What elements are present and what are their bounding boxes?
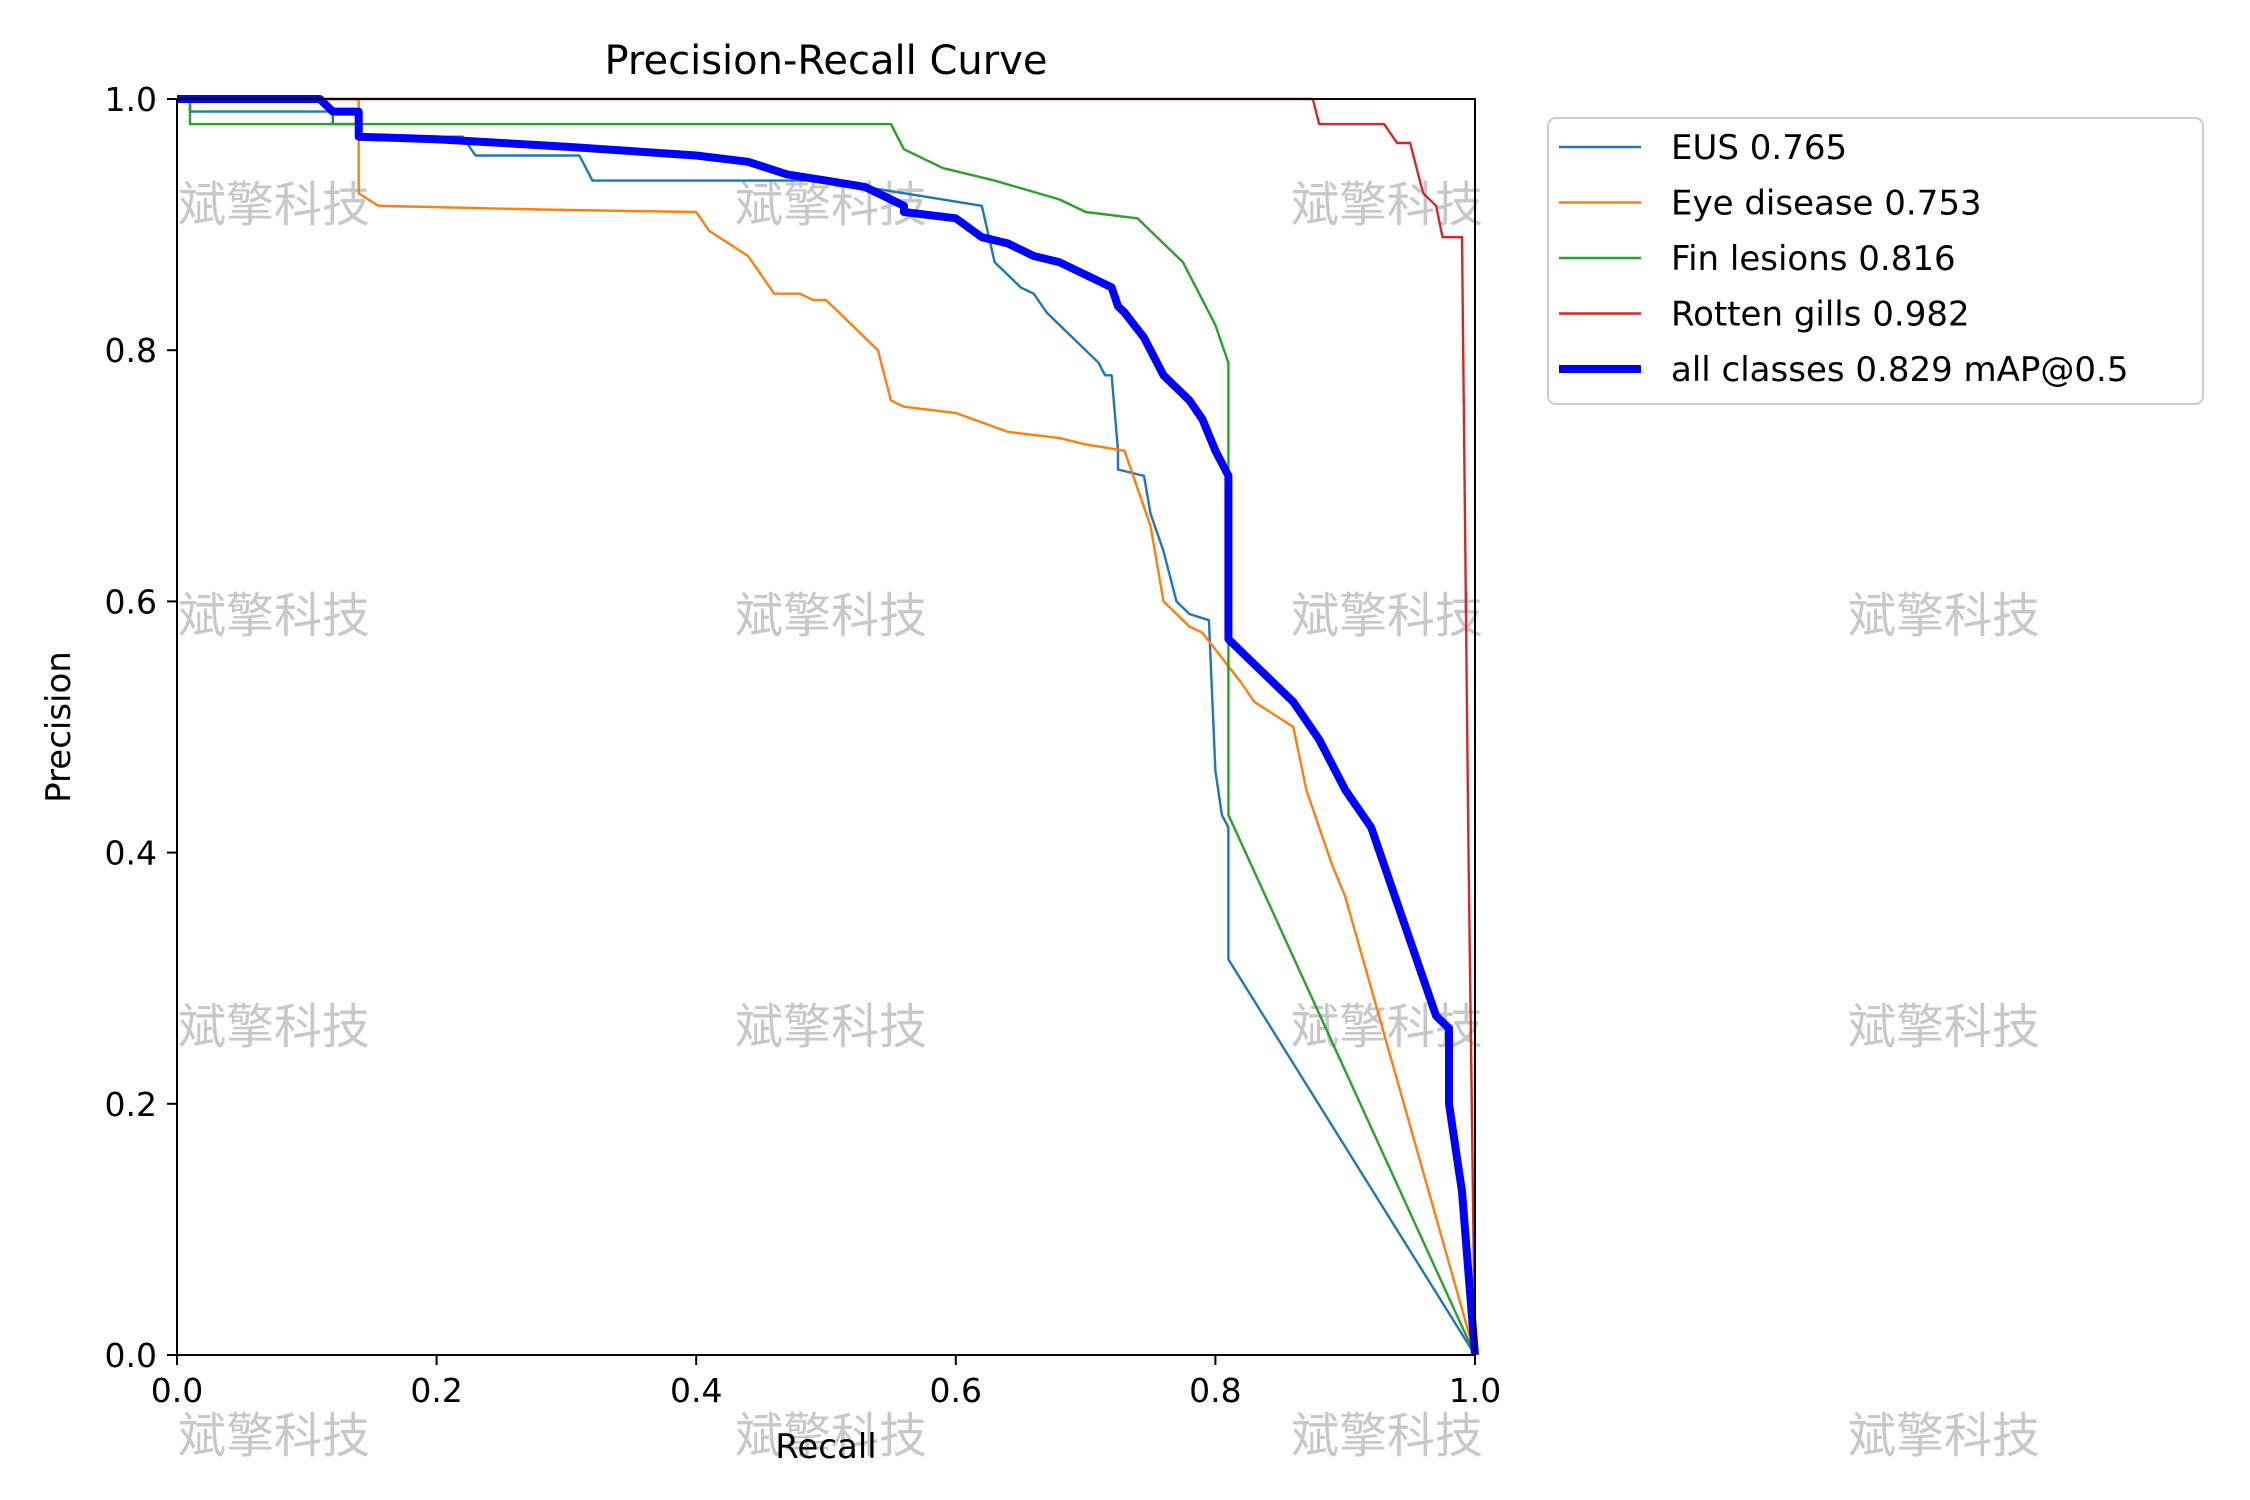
legend-box xyxy=(1547,117,2204,405)
watermark-text: 斌擎科技 xyxy=(1291,1408,1483,1464)
watermark-text: 斌擎科技 xyxy=(1848,999,2040,1055)
watermark-text: 斌擎科技 xyxy=(735,1408,927,1464)
series-line-3 xyxy=(177,97,1477,1356)
watermark-text: 斌擎科技 xyxy=(178,999,370,1055)
series-layer xyxy=(177,95,1479,1356)
series-line-4 xyxy=(177,95,1479,1356)
y-axis-ticks: 0.0 0.2 0.4 0.6 0.8 1.0 xyxy=(105,80,177,1375)
plot-area xyxy=(176,95,1479,1356)
y-tick-label: 0.2 xyxy=(105,1085,157,1124)
legend-label-3: Rotten gills 0.982 xyxy=(1671,295,1970,335)
axes-frame xyxy=(176,98,1476,1356)
watermark-text: 斌擎科技 xyxy=(735,999,927,1055)
watermark-text: 斌擎科技 xyxy=(735,588,927,644)
y-tick-label: 0.4 xyxy=(105,834,157,873)
x-tick-label: 0.0 xyxy=(151,1371,203,1410)
y-tick-label: 1.0 xyxy=(105,80,157,119)
x-tick-label: 1.0 xyxy=(1449,1371,1501,1410)
x-tick-label: 0.6 xyxy=(930,1371,982,1410)
x-tick-label: 0.2 xyxy=(410,1371,462,1410)
watermark-text: 斌擎科技 xyxy=(1291,177,1483,233)
series-line-1 xyxy=(177,97,1477,1356)
watermark-text: 斌擎科技 xyxy=(1848,1408,2040,1464)
chart-title: Precision-Recall Curve xyxy=(605,38,1048,84)
watermark-text: 斌擎科技 xyxy=(1848,588,2040,644)
series-line-2 xyxy=(177,97,1477,1356)
legend-items: EUS 0.765 Eye disease 0.753 Fin lesions 0.… xyxy=(1559,128,2128,390)
y-tick-label: 0.0 xyxy=(105,1336,157,1375)
x-tick-label: 0.8 xyxy=(1189,1371,1241,1410)
legend-label-0: EUS 0.765 xyxy=(1671,128,1847,168)
watermark-text: 斌擎科技 xyxy=(178,177,370,233)
y-tick-label: 0.8 xyxy=(105,331,157,370)
y-axis-label: Precision xyxy=(39,651,79,803)
watermark-text: 斌擎科技 xyxy=(178,588,370,644)
legend-label-1: Eye disease 0.753 xyxy=(1671,184,1982,224)
x-axis-ticks: 0.0 0.2 0.4 0.6 0.8 1.0 xyxy=(151,1355,1501,1410)
x-axis-label: Recall xyxy=(775,1427,876,1467)
legend: EUS 0.765 Eye disease 0.753 Fin lesions 0.… xyxy=(1547,117,2204,405)
y-tick-label: 0.6 xyxy=(105,582,157,621)
watermark-text: 斌擎科技 xyxy=(178,1408,370,1464)
legend-label-2: Fin lesions 0.816 xyxy=(1671,239,1956,279)
watermark-text: 斌擎科技 xyxy=(1291,588,1483,644)
x-tick-label: 0.4 xyxy=(670,1371,722,1410)
legend-label-4: all classes 0.829 mAP@0.5 xyxy=(1671,350,2128,390)
